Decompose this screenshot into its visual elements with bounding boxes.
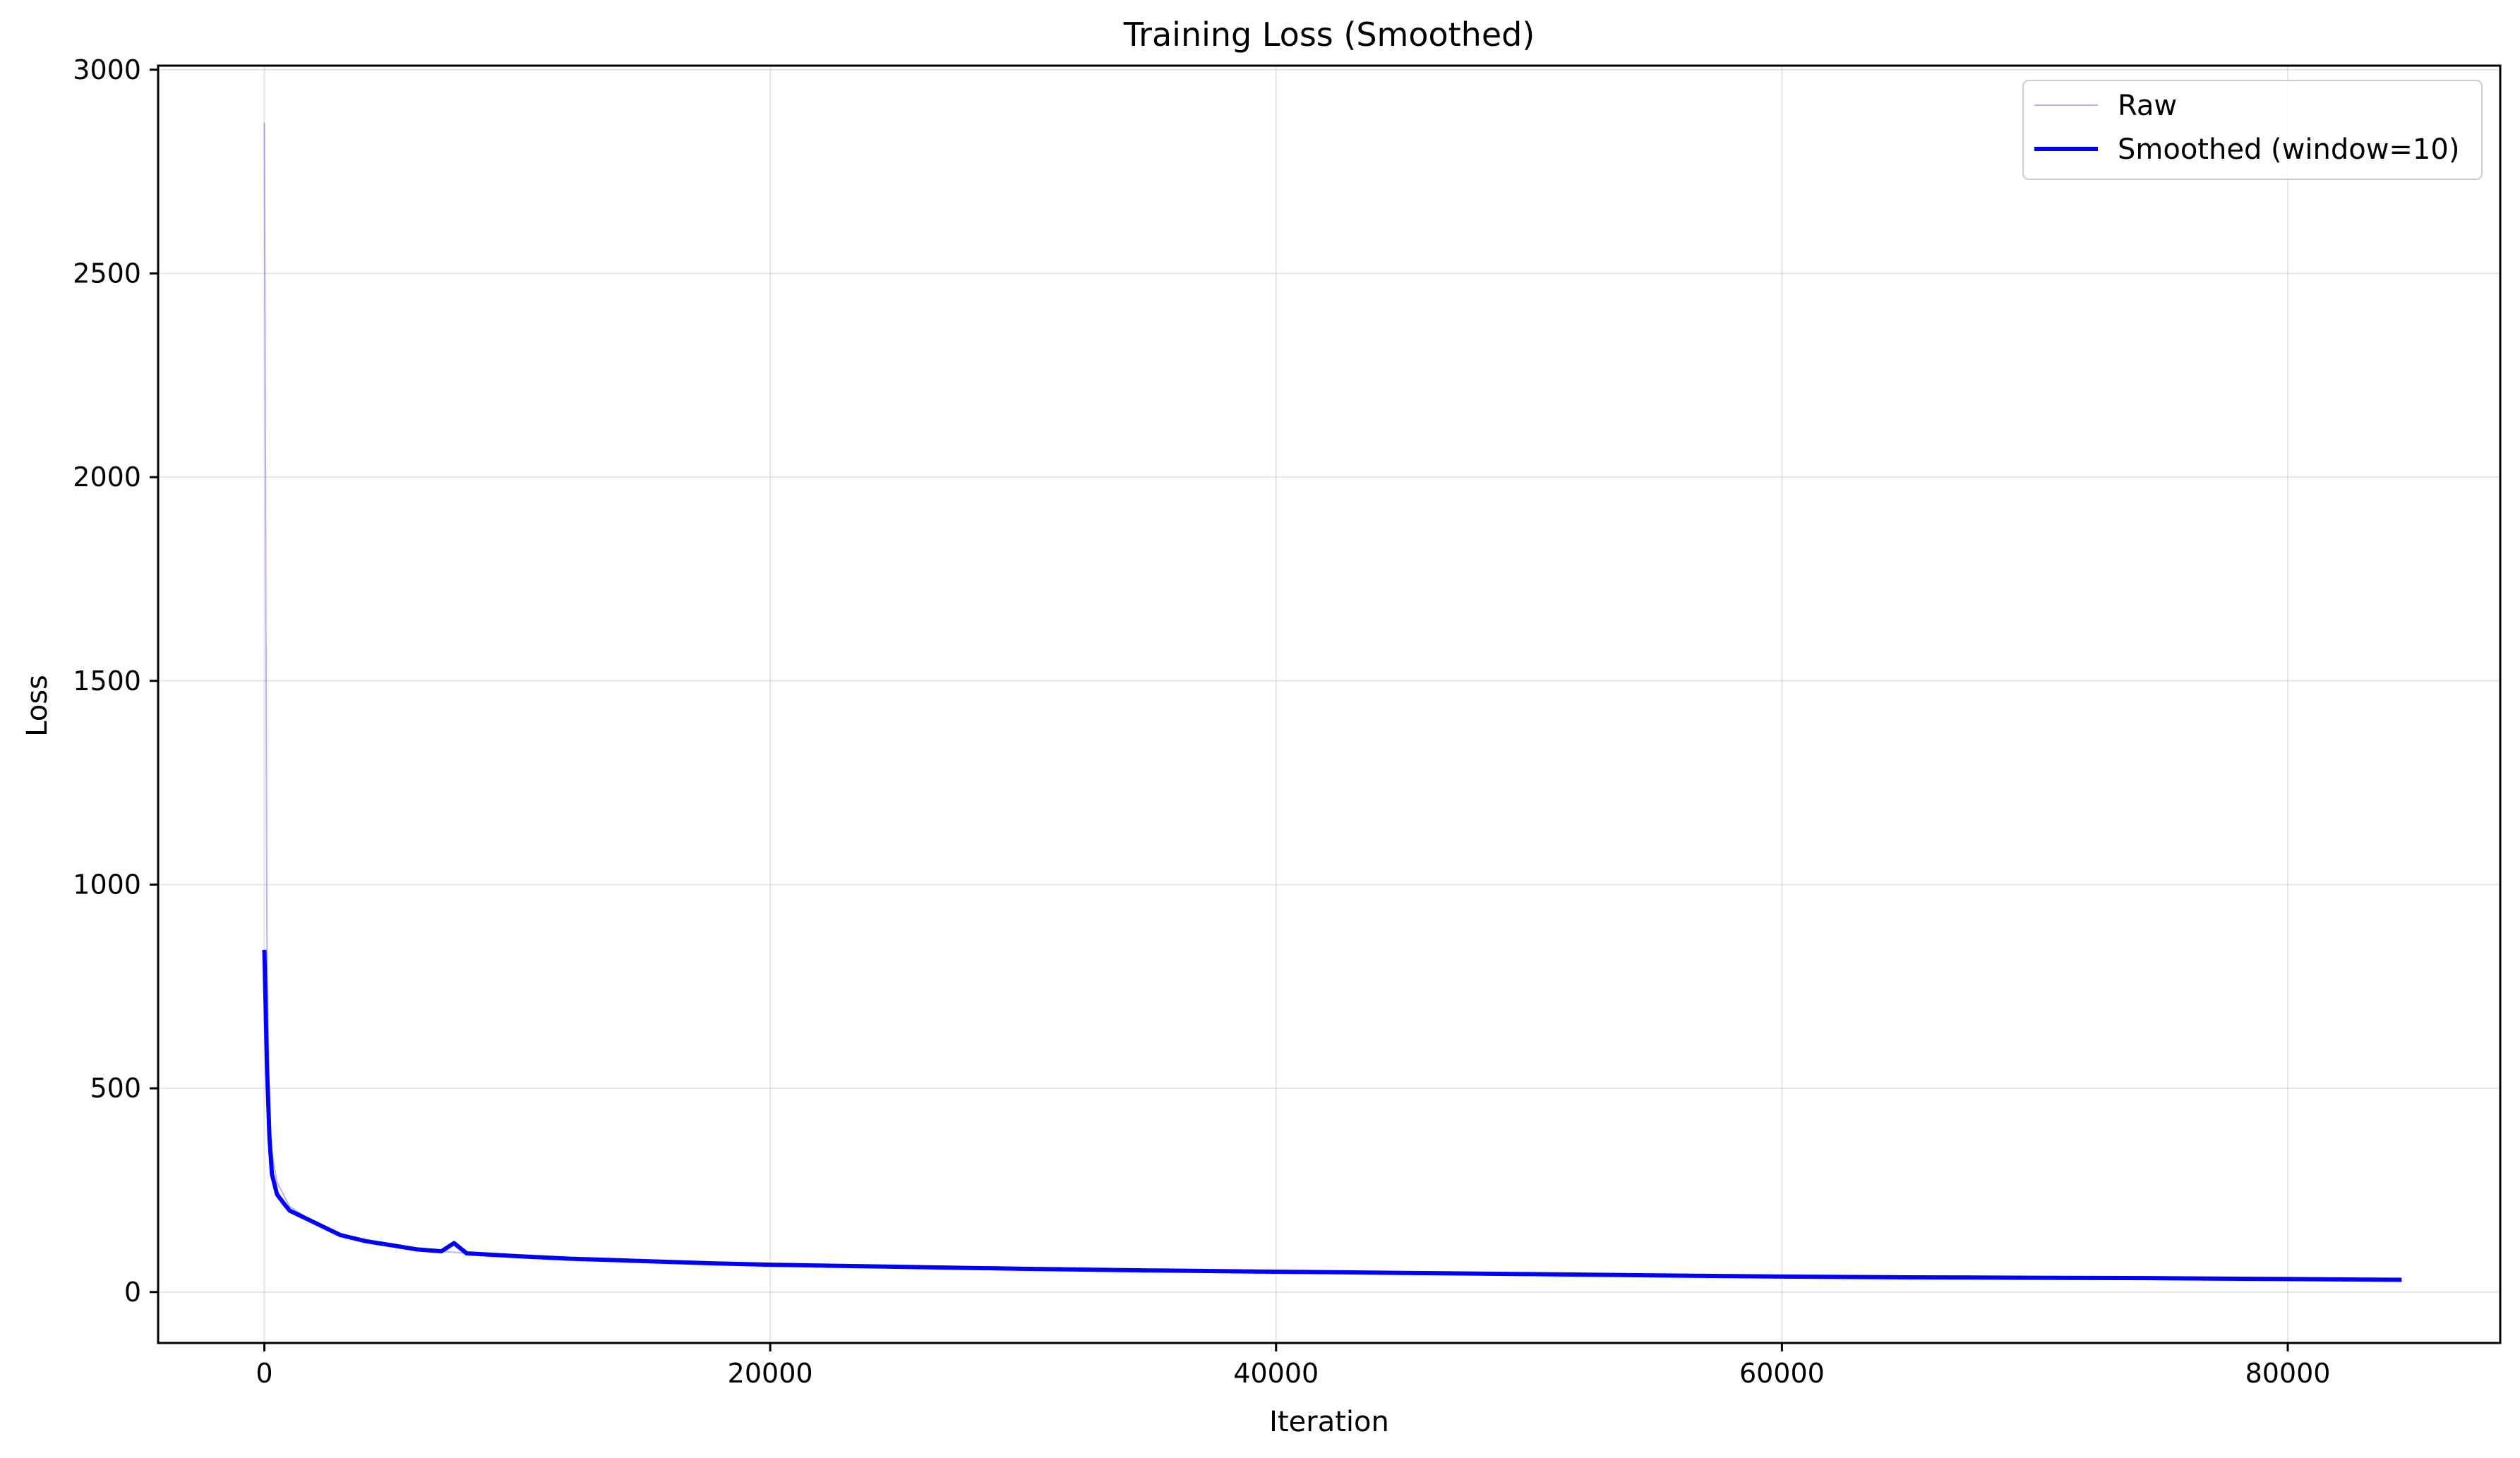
legend: Raw Smoothed (window=10): [2022, 80, 2483, 180]
x-axis-label: Iteration: [1269, 1406, 1389, 1438]
x-tick-label: 80000: [2245, 1358, 2331, 1389]
x-tick-label: 0: [256, 1358, 272, 1389]
y-tick-label: 3000: [73, 54, 141, 85]
y-axis-label: Loss: [21, 675, 54, 737]
smoothed-series-line: [262, 949, 2402, 1282]
legend-label-smoothed: Smoothed (window=10): [2118, 133, 2459, 166]
grid-layer: [158, 66, 2500, 1343]
x-tick-label: 40000: [1233, 1358, 1319, 1389]
tick-layer: 0 20000 40000 60000 80000 0 500 1000 1500 2000 250…: [73, 54, 2330, 1389]
y-tick-label: 1000: [73, 869, 141, 900]
y-tick-label: 500: [90, 1073, 141, 1104]
x-tick-label: 20000: [728, 1358, 813, 1389]
y-tick-label: 0: [124, 1277, 141, 1308]
legend-box: [2022, 80, 2483, 180]
y-tick-label: 2500: [73, 258, 141, 289]
y-tick-label: 2000: [73, 462, 141, 493]
chart-title: Training Loss (Smoothed): [1123, 16, 1535, 54]
plot-frame: [157, 64, 2502, 1344]
y-tick-label: 1500: [73, 665, 141, 697]
legend-label-raw: Raw: [2118, 90, 2177, 122]
x-tick-label: 60000: [1739, 1358, 1825, 1389]
smoothed-series-layer: [262, 949, 2402, 1282]
